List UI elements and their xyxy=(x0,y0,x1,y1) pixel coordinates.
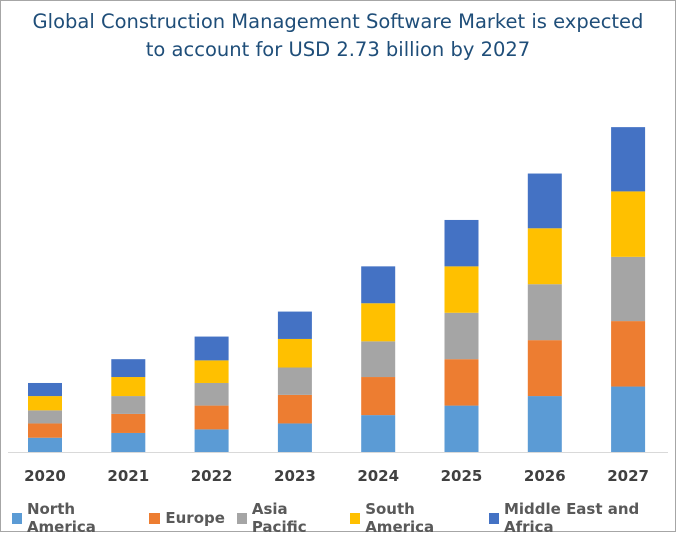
bar-segment-2022-asia-pacific xyxy=(194,382,229,406)
bar-segment-2021-europe xyxy=(111,413,146,433)
bar-segment-2021-asia-pacific xyxy=(111,396,146,414)
legend-item-north-america: North America xyxy=(12,500,137,536)
legend-item-south-america: South America xyxy=(350,500,477,536)
legend-label: Europe xyxy=(165,509,225,527)
bar-segment-2024-middle-east-and-africa xyxy=(361,266,396,304)
bar-segment-2025-north-america xyxy=(444,405,479,452)
bar-segment-2024-europe xyxy=(361,377,396,416)
bar-segment-2025-south-america xyxy=(444,266,479,313)
legend-item-asia-pacific: Asia Pacific xyxy=(236,500,338,536)
legend-swatch xyxy=(149,512,161,524)
bar-segment-2026-asia-pacific xyxy=(527,284,562,341)
bar-segment-2027-middle-east-and-africa xyxy=(611,127,646,192)
bar-segment-2025-asia-pacific xyxy=(444,312,479,360)
bar-segment-2022-europe xyxy=(194,405,229,430)
bar-segment-2022-middle-east-and-africa xyxy=(194,336,229,361)
bar-segment-2023-europe xyxy=(277,394,312,424)
bar-segment-2021-middle-east-and-africa xyxy=(111,359,146,378)
bar-segment-2027-south-america xyxy=(611,191,646,257)
legend: North America Europe Asia Pacific South Ame… xyxy=(12,500,676,536)
x-tick-label: 2020 xyxy=(24,467,66,485)
bar-segment-2020-north-america xyxy=(28,437,62,452)
bar-segment-2023-asia-pacific xyxy=(277,367,312,395)
bar-segment-2020-middle-east-and-africa xyxy=(28,382,62,397)
x-tick-label: 2022 xyxy=(191,467,233,485)
legend-item-middle-east-and-africa: Middle East and Africa xyxy=(489,500,676,536)
bar-segment-2022-south-america xyxy=(194,360,229,383)
bar-segment-2027-north-america xyxy=(611,386,646,452)
bar-segment-2024-north-america xyxy=(361,415,396,452)
bar-segment-2027-asia-pacific xyxy=(611,256,646,322)
bar-segment-2021-north-america xyxy=(111,432,146,452)
bar-segment-2024-south-america xyxy=(361,303,396,342)
chart-title-line-2: to account for USD 2.73 billion by 2027 xyxy=(145,38,531,61)
chart-title-line-1: Global Construction Management Software … xyxy=(32,10,644,33)
bar-segment-2025-europe xyxy=(444,359,479,406)
legend-label: Middle East and Africa xyxy=(503,500,640,536)
bar-segment-2024-asia-pacific xyxy=(361,341,396,378)
bar-segment-2021-south-america xyxy=(111,377,146,397)
bar-segment-2023-north-america xyxy=(277,423,312,452)
legend-label: South America xyxy=(365,500,435,536)
bar-segment-2020-asia-pacific xyxy=(28,410,62,424)
legend-swatch xyxy=(489,512,499,524)
legend-swatch xyxy=(350,512,361,524)
bar-segment-2023-middle-east-and-africa xyxy=(277,311,312,339)
bar-segment-2020-europe xyxy=(28,423,62,438)
x-tick-label: 2024 xyxy=(357,467,399,485)
bar-segment-2020-south-america xyxy=(28,396,62,411)
x-tick-label: 2021 xyxy=(107,467,149,485)
legend-item-europe: Europe xyxy=(149,500,225,536)
x-tick-label: 2026 xyxy=(524,467,566,485)
bar-segment-2023-south-america xyxy=(277,338,312,368)
x-tick-label: 2023 xyxy=(274,467,316,485)
x-tick-label: 2027 xyxy=(607,467,649,485)
legend-swatch xyxy=(12,512,22,524)
bar-segment-2026-south-america xyxy=(527,228,562,285)
chart-title: Global Construction Management Software … xyxy=(0,8,676,64)
legend-label: North America xyxy=(26,500,96,536)
bar-segment-2025-middle-east-and-africa xyxy=(444,219,479,267)
bar-segment-2026-north-america xyxy=(527,396,562,452)
legend-label: Asia Pacific xyxy=(251,500,307,536)
bar-segment-2027-europe xyxy=(611,321,646,387)
legend-swatch xyxy=(236,512,247,524)
bar-segment-2026-middle-east-and-africa xyxy=(527,173,562,229)
x-tick-label: 2025 xyxy=(441,467,483,485)
bar-segment-2026-europe xyxy=(527,340,562,397)
bar-segment-2022-north-america xyxy=(194,429,229,452)
